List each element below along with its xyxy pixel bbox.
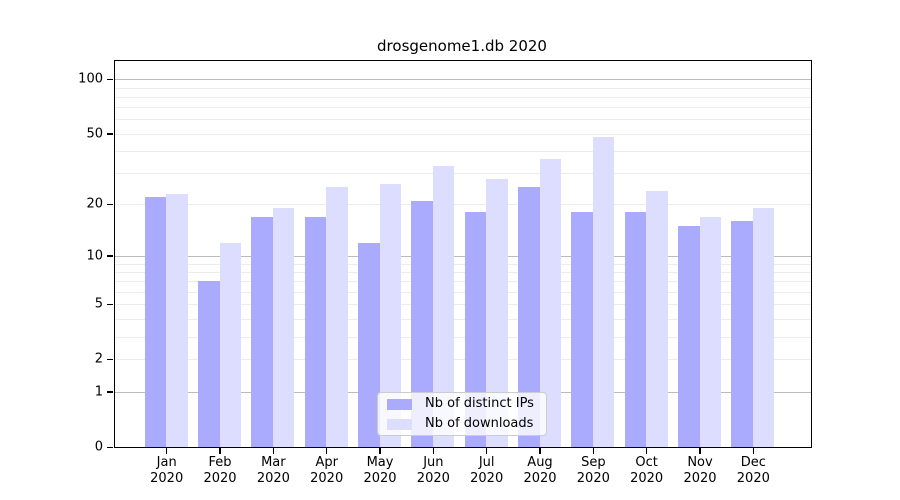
x-tick-label-jan: Jan 2020	[150, 455, 184, 486]
x-tick-label-nov: Nov 2020	[683, 455, 717, 486]
gridline-minor-50	[115, 133, 811, 135]
x-tick-oct	[645, 448, 648, 454]
bar-ips-jan	[144, 197, 167, 447]
gridline-minor-20	[115, 204, 811, 206]
x-tick-label-mar: Mar 2020	[256, 455, 290, 486]
bar-ips-mar	[251, 216, 273, 447]
x-tick-label-feb: Feb 2020	[203, 455, 237, 486]
y-tick-5	[107, 303, 113, 306]
gridline-minor-5	[115, 304, 811, 306]
bar-downloads-jul	[486, 178, 508, 447]
bar-ips-nov	[678, 226, 700, 447]
x-tick-may	[379, 448, 381, 454]
gridline-minor-7	[115, 281, 811, 283]
gridline-minor-40	[115, 151, 811, 153]
x-tick-label-aug: Aug 2020	[523, 455, 557, 486]
gridline-minor-2	[115, 359, 811, 361]
x-tick-label-dec: Dec 2020	[736, 455, 770, 486]
legend: Nb of distinct IPs Nb of downloads	[377, 392, 547, 436]
bar-downloads-sep	[592, 136, 615, 447]
gridline-minor-70	[115, 107, 811, 109]
x-tick-label-jun: Jun 2020	[416, 455, 450, 486]
x-tick-label-apr: Apr 2020	[310, 455, 344, 486]
bar-ips-may	[358, 242, 380, 447]
gridline-major-100	[115, 79, 811, 81]
gridline-minor-30	[115, 173, 811, 175]
legend-swatch-downloads-icon	[387, 418, 412, 430]
x-tick-dec	[752, 448, 755, 454]
bar-ips-apr	[304, 216, 327, 447]
bar-downloads-jun	[432, 166, 455, 447]
y-tick-1	[107, 391, 113, 393]
gridline-major-10	[115, 255, 811, 257]
x-tick-sep	[592, 448, 595, 454]
bar-downloads-mar	[272, 208, 295, 447]
x-tick-label-sep: Sep 2020	[576, 455, 610, 486]
legend-swatch-ips-icon	[387, 398, 412, 410]
gridline-minor-4	[115, 318, 811, 320]
bar-downloads-nov	[699, 216, 721, 447]
y-tick-label-1: 1	[94, 384, 103, 400]
x-tick-feb	[219, 448, 221, 454]
gridline-minor-80	[115, 96, 811, 98]
x-tick-label-oct: Oct 2020	[630, 455, 664, 486]
gridline-minor-3	[115, 336, 811, 338]
x-tick-label-may: May 2020	[363, 455, 397, 486]
chart-title: drosgenome1.db 2020	[377, 37, 547, 55]
y-tick-label-100: 100	[78, 71, 103, 87]
y-tick-label-0: 0	[94, 439, 103, 455]
y-tick-20	[107, 203, 113, 206]
y-tick-50	[107, 133, 113, 135]
y-tick-2	[107, 358, 113, 361]
gridline-minor-60	[115, 119, 811, 121]
y-tick-label-20: 20	[86, 196, 103, 212]
x-tick-aug	[539, 448, 541, 454]
bar-downloads-dec	[752, 208, 775, 447]
legend-label-downloads: Nb of downloads	[425, 416, 534, 431]
x-tick-apr	[325, 448, 328, 454]
y-tick-label-5: 5	[94, 296, 103, 312]
legend-row-downloads: Nb of downloads	[387, 416, 546, 432]
gridline-minor-8	[115, 271, 811, 273]
y-tick-label-2: 2	[94, 351, 103, 367]
bar-ips-oct	[624, 212, 647, 447]
y-tick-label-50: 50	[86, 126, 103, 142]
y-tick-label-10: 10	[86, 248, 103, 264]
bar-ips-sep	[571, 212, 593, 447]
x-tick-jul	[485, 448, 488, 454]
x-tick-label-jul: Jul 2020	[470, 455, 504, 486]
bar-downloads-jan	[166, 193, 188, 447]
y-tick-10	[107, 255, 113, 257]
bar-downloads-may	[379, 184, 402, 447]
bar-downloads-feb	[219, 242, 242, 447]
gridline-minor-9	[115, 263, 811, 265]
gridline-minor-90	[115, 87, 811, 89]
bar-ips-feb	[198, 281, 220, 447]
legend-row-ips: Nb of distinct IPs	[387, 396, 546, 412]
x-tick-mar	[272, 448, 275, 454]
gridline-minor-6	[115, 291, 811, 293]
bar-downloads-apr	[326, 187, 348, 447]
bar-ips-jul	[464, 212, 487, 447]
x-tick-jun	[432, 448, 435, 454]
y-tick-0	[107, 446, 113, 448]
y-tick-100	[107, 78, 113, 81]
legend-label-ips: Nb of distinct IPs	[425, 396, 534, 411]
bar-ips-dec	[731, 221, 753, 447]
bar-downloads-aug	[539, 159, 561, 447]
bar-downloads-oct	[646, 190, 668, 447]
bar-ips-aug	[518, 187, 540, 447]
x-tick-nov	[699, 448, 701, 454]
bar-ips-jun	[411, 200, 433, 447]
x-tick-jan	[165, 448, 168, 454]
plot-area	[114, 60, 812, 448]
